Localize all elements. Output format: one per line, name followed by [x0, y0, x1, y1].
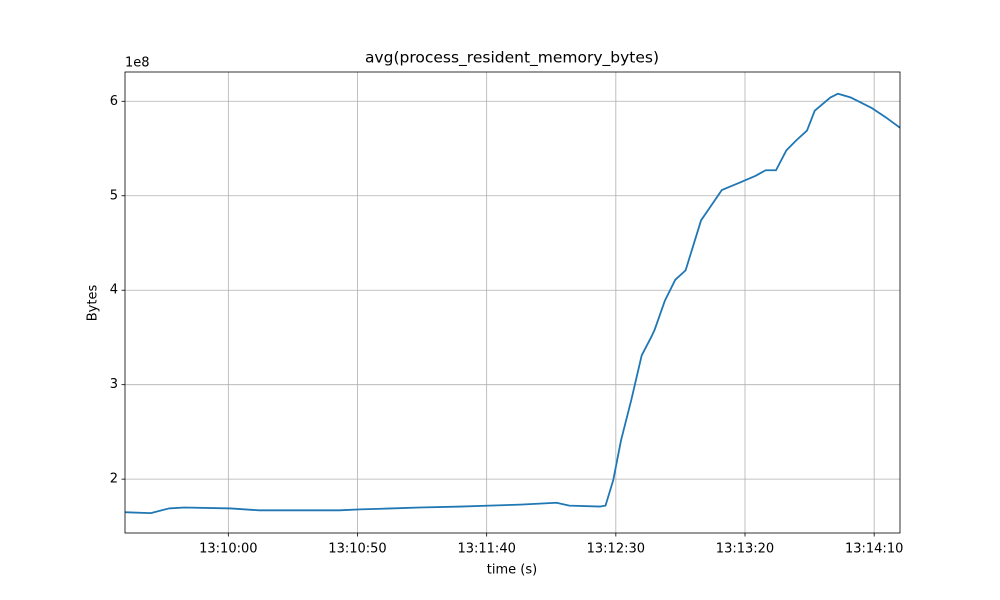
y-tick-label: 6	[110, 94, 118, 109]
plot-frame	[124, 71, 901, 534]
data-line	[124, 92, 901, 515]
x-axis-label: time (s)	[487, 563, 537, 578]
y-offset-label: 1e8	[125, 56, 150, 71]
x-tick-label: 13:10:00	[199, 542, 257, 557]
y-tick-label: 2	[110, 472, 118, 487]
plot-area: 2 3 4 5 6 13:10:00 13:10:50 13:11:40 13:12:30 13:…	[110, 71, 903, 557]
y-axis-label: Bytes	[86, 285, 101, 322]
y-tick-label: 3	[110, 377, 118, 392]
x-tick-label: 13:13:20	[716, 542, 774, 557]
x-tick-label: 13:11:40	[457, 542, 515, 557]
x-tick-label: 13:14:10	[845, 542, 903, 557]
chart-title: avg(process_resident_memory_bytes)	[365, 49, 659, 68]
x-tick-label: 13:12:30	[587, 542, 645, 557]
x-tick-label: 13:10:50	[328, 542, 386, 557]
y-tick-label: 5	[110, 188, 118, 203]
y-tick-label: 4	[110, 283, 118, 298]
